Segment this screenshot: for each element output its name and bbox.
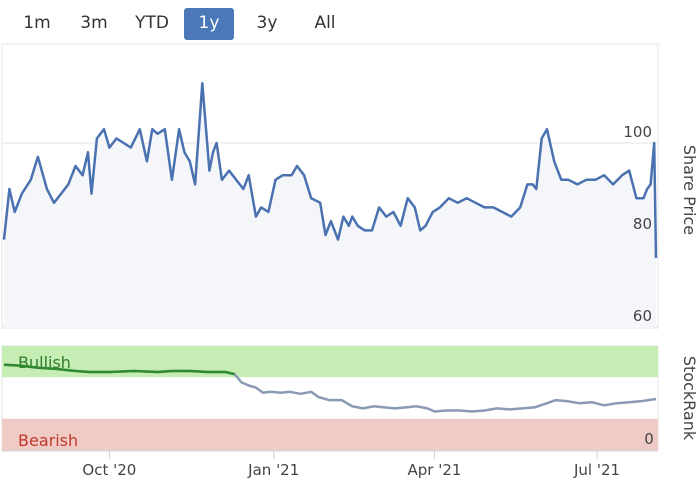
price-series-line — [2, 81, 658, 259]
stockrank-y-tick-0: 0 — [644, 430, 654, 448]
price-y-tick-60: 60 — [633, 307, 652, 325]
price-axis-title: Share Price — [680, 145, 699, 235]
price-y-tick-80: 80 — [633, 215, 652, 233]
x-axis-ticks: Oct '20 Jan '21 Apr '21 Jul '21 — [82, 451, 620, 479]
range-button-1m[interactable]: 1m — [23, 13, 51, 33]
x-tick-label-1: Jan '21 — [247, 461, 299, 479]
price-area-fill — [4, 83, 656, 328]
range-button-all[interactable]: All — [314, 13, 336, 33]
range-selector: 1m 3m YTD 1y 3y All — [0, 0, 699, 44]
bearish-band — [2, 418, 658, 450]
x-tick-label-0: Oct '20 — [82, 461, 136, 479]
range-button-1y[interactable]: 1y — [184, 8, 234, 40]
price-y-tick-100: 100 — [623, 123, 652, 141]
bearish-label: Bearish — [18, 431, 78, 450]
x-tick-label-2: Apr '21 — [408, 461, 462, 479]
stockrank-bullish-segment — [3, 363, 235, 376]
range-button-ytd[interactable]: YTD — [135, 13, 169, 33]
x-tick-label-3: Jul '21 — [573, 461, 620, 479]
price-y-ticks: 60 80 100 — [623, 123, 652, 325]
stockrank-axis-title: StockRank — [680, 356, 699, 441]
range-button-3m[interactable]: 3m — [80, 13, 108, 33]
range-button-3y[interactable]: 3y — [256, 13, 278, 33]
